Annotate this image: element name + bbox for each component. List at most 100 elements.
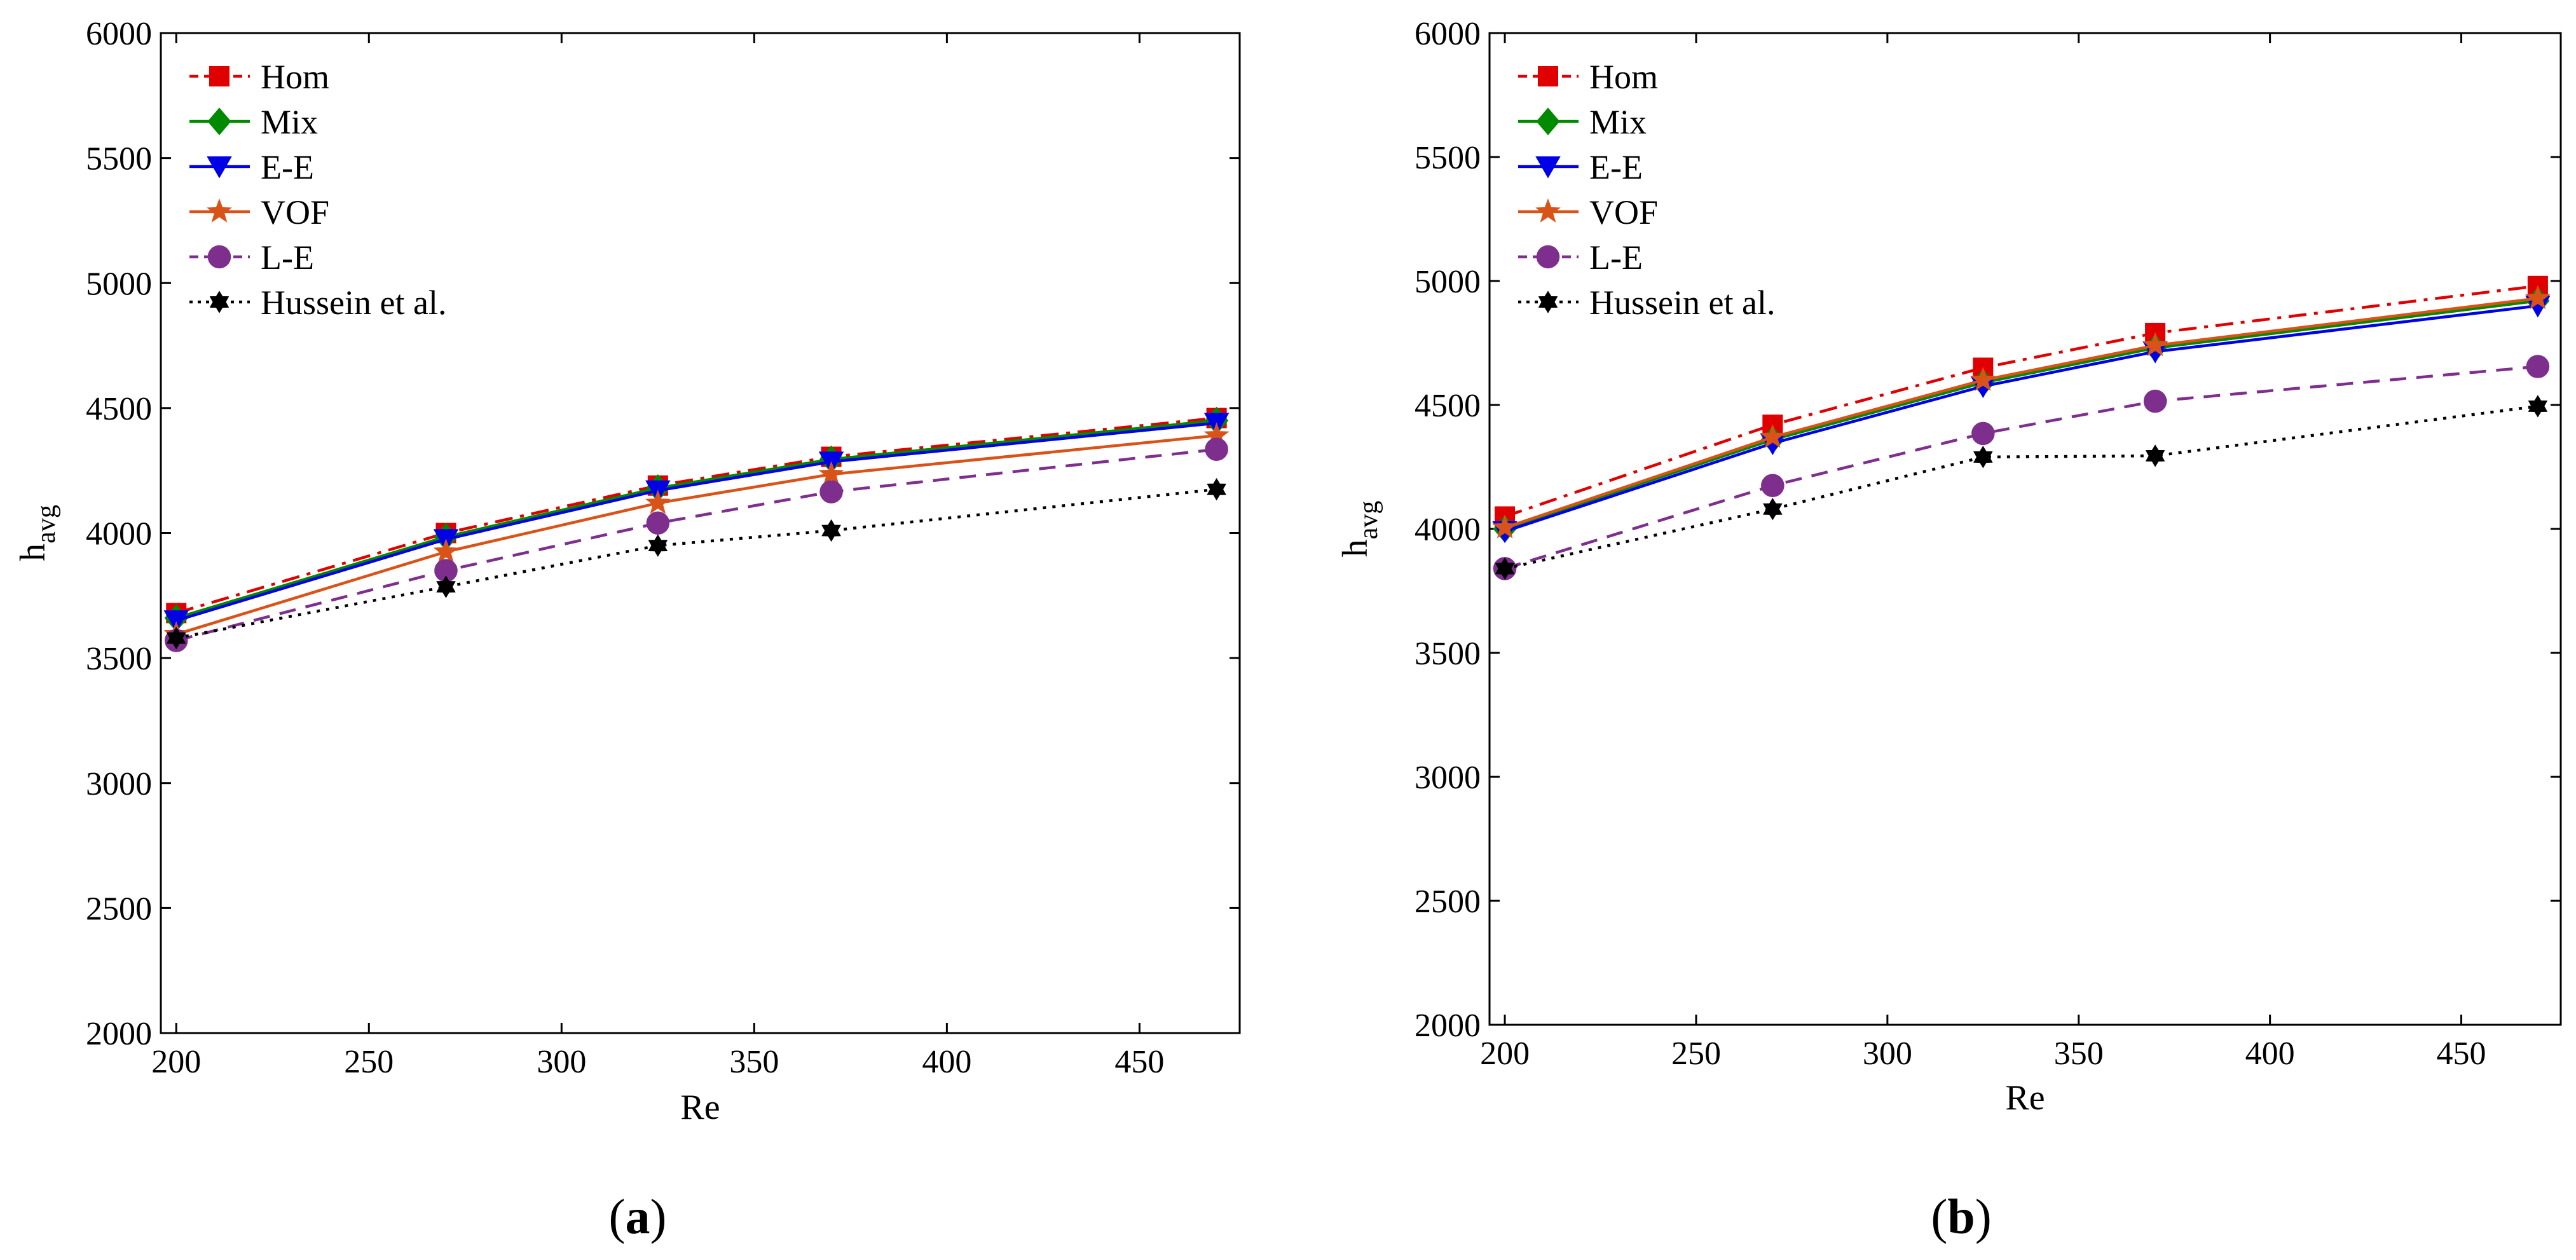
data-point	[1207, 477, 1226, 501]
legend-label: VOF	[1589, 193, 1658, 231]
legend-swatch-marker	[207, 107, 231, 135]
legend-label: Hom	[1589, 58, 1658, 96]
legend-swatch-marker	[1538, 66, 1558, 86]
legend-label: E-E	[1589, 148, 1643, 186]
legend-swatch-marker	[207, 245, 231, 269]
legend-label: Hom	[261, 58, 329, 96]
legend-label: Hussein et al.	[1589, 284, 1775, 322]
data-point	[645, 490, 671, 514]
series-vof	[163, 422, 1230, 645]
legend-item: E-E	[189, 148, 314, 186]
legend-label: Mix	[261, 103, 318, 141]
legend-item: Mix	[1518, 103, 1647, 141]
data-point	[2525, 285, 2551, 310]
y-tick-label: 4000	[86, 516, 152, 552]
series-hussein-et-al	[166, 477, 1226, 650]
x-tick-label: 400	[2245, 1036, 2295, 1072]
data-point	[433, 538, 459, 563]
data-point	[818, 461, 844, 485]
legend: Hom Mix E-E VOF L-E Hussein et al.	[189, 58, 446, 322]
legend-swatch-marker	[1535, 198, 1561, 223]
data-point	[1495, 557, 1515, 580]
data-point	[163, 610, 189, 633]
series-hussein-et-al	[1495, 395, 2548, 580]
y-axis-label: havg	[13, 505, 61, 561]
series-line	[175, 434, 1217, 636]
x-tick-label: 450	[2437, 1036, 2486, 1072]
y-tick-label: 2000	[1415, 1008, 1481, 1044]
data-point	[821, 519, 841, 542]
x-tick-label: 350	[729, 1044, 779, 1080]
y-tick-label: 4500	[86, 391, 152, 427]
legend-label: E-E	[261, 148, 314, 186]
panel-caption: (b)	[1931, 1189, 1991, 1244]
data-point	[1970, 367, 1996, 391]
series-line	[1504, 365, 2538, 570]
series-mix	[1493, 287, 2550, 543]
legend-item: L-E	[189, 238, 314, 277]
data-point	[1761, 474, 1785, 497]
x-axis-label: Re	[2005, 1078, 2045, 1118]
x-tick-label: 200	[151, 1044, 201, 1080]
series-line	[175, 448, 1217, 642]
x-tick-label: 350	[2054, 1036, 2104, 1072]
y-tick-label: 3000	[1415, 760, 1481, 796]
series-vof	[1492, 285, 2551, 538]
series-line	[175, 416, 1217, 615]
legend-label: L-E	[261, 238, 314, 277]
y-tick-label: 6000	[1415, 16, 1481, 52]
legend-label: Hussein et al.	[261, 284, 446, 322]
legend-item: Hom	[189, 58, 329, 96]
legend-swatch-marker	[1536, 245, 1560, 269]
data-point	[646, 511, 670, 535]
plot-area-frame	[1488, 32, 2562, 1026]
legend-item: E-E	[1518, 148, 1643, 186]
plot-area-frame	[160, 32, 1241, 1034]
y-tick-label: 6000	[86, 16, 152, 52]
series-e-e	[1492, 296, 2551, 544]
x-tick-label: 250	[344, 1044, 394, 1080]
legend-swatch-marker	[1536, 107, 1560, 135]
legend: Hom Mix E-E VOF L-E Hussein et al.	[1518, 58, 1775, 322]
y-tick-label: 5000	[86, 266, 152, 302]
series-mix	[164, 406, 1229, 632]
data-point	[1971, 421, 1995, 446]
series-l-e	[164, 437, 1228, 652]
y-tick-label: 4000	[1415, 512, 1481, 548]
x-axis-label: Re	[680, 1088, 720, 1127]
legend-swatch-marker	[207, 198, 232, 223]
y-axis-label-subscript: avg	[1354, 501, 1383, 540]
y-axis-label: havg	[1336, 501, 1383, 558]
y-tick-label: 3500	[1415, 636, 1481, 672]
y-tick-label: 3000	[86, 766, 152, 802]
x-tick-label: 300	[1863, 1036, 1912, 1072]
y-tick-label: 5000	[1415, 264, 1481, 300]
data-point	[436, 575, 456, 598]
data-point	[166, 626, 186, 650]
legend-item: Mix	[189, 103, 318, 141]
legend-label: Mix	[1589, 103, 1647, 141]
legend-item: L-E	[1518, 238, 1643, 277]
data-point	[2145, 444, 2165, 467]
series-line	[1504, 284, 2538, 518]
data-point	[1760, 423, 1786, 448]
legend-item: Hussein et al.	[1518, 284, 1775, 322]
y-tick-label: 5500	[86, 141, 152, 177]
data-point	[1492, 514, 1518, 538]
legend-swatch-marker	[209, 291, 230, 313]
legend-item: Hom	[1518, 58, 1658, 96]
y-tick-label: 2500	[86, 891, 152, 927]
y-tick-label: 2500	[1415, 884, 1481, 920]
y-axis-label-subscript: avg	[32, 505, 61, 544]
data-point	[2142, 332, 2168, 357]
series-line	[1504, 304, 2538, 533]
series-line	[1504, 404, 2538, 570]
series-e-e	[163, 413, 1230, 633]
series-line	[175, 488, 1217, 640]
x-tick-label: 450	[1114, 1044, 1164, 1080]
data-point	[819, 480, 843, 503]
x-tick-label: 250	[1671, 1036, 1721, 1072]
y-tick-label: 3500	[86, 641, 152, 677]
x-tick-label: 300	[537, 1044, 586, 1080]
